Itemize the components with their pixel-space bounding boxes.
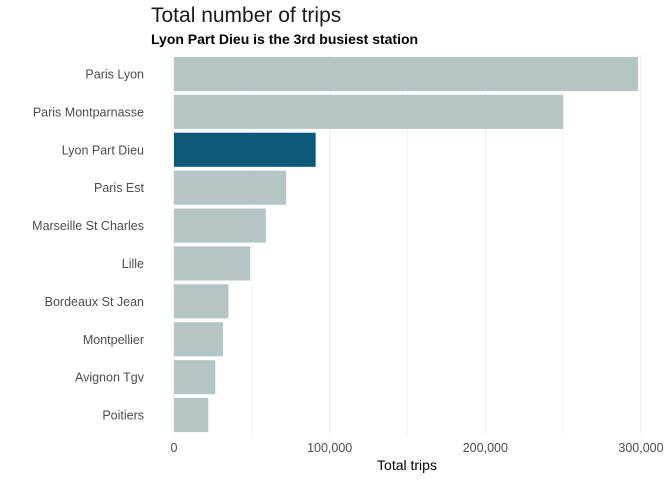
category-label: Montpellier <box>83 333 144 347</box>
x-axis-title: Total trips <box>377 457 437 473</box>
category-label: Avignon Tgv <box>75 371 145 385</box>
bar-montpellier <box>174 322 224 357</box>
category-label: Lille <box>122 257 144 271</box>
x-tick-label: 300,000 <box>618 441 663 455</box>
bar-lyon-part-dieu <box>174 132 316 167</box>
bar-paris-montparnasse <box>174 94 564 129</box>
category-label: Paris Montparnasse <box>33 105 144 119</box>
category-label: Bordeaux St Jean <box>45 295 144 309</box>
x-tick-labels: 0 100,000 200,000 300,000 <box>171 441 664 455</box>
category-label: Paris Est <box>94 181 145 195</box>
bar-lille <box>174 246 251 281</box>
category-label: Poitiers <box>102 409 144 423</box>
x-tick-label: 100,000 <box>307 441 352 455</box>
bar-poitiers <box>174 397 209 433</box>
chart-subtitle: Lyon Part Dieu is the 3rd busiest statio… <box>151 31 419 47</box>
bars <box>174 56 638 433</box>
bar-bordeaux-st-jean <box>174 284 229 319</box>
x-tick-label: 200,000 <box>463 441 508 455</box>
category-label: Paris Lyon <box>85 67 144 81</box>
category-labels: Paris Lyon Paris Montparnasse Lyon Part Di… <box>32 67 145 422</box>
x-tick-label: 0 <box>171 441 178 455</box>
category-label: Marseille St Charles <box>32 219 144 233</box>
bar-marseille-st-charles <box>174 208 266 243</box>
category-label: Lyon Part Dieu <box>62 143 144 157</box>
chart-title: Total number of trips <box>151 4 342 27</box>
bar-paris-lyon <box>174 56 638 92</box>
bar-avignon-tgv <box>174 360 216 395</box>
bar-paris-est <box>174 170 287 205</box>
